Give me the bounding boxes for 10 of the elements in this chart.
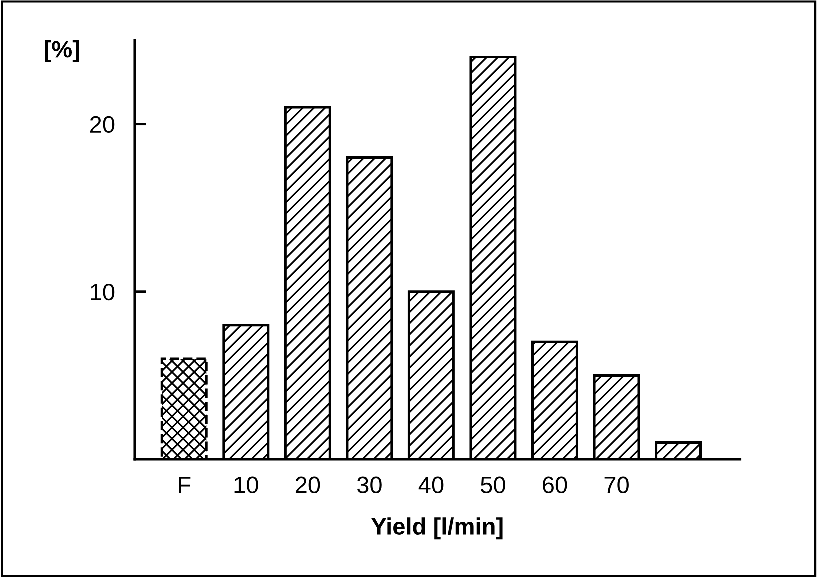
x-tick-label: 50 bbox=[481, 476, 506, 494]
x-tick-label: 20 bbox=[296, 476, 320, 494]
x-tick-label: 30 bbox=[357, 476, 382, 494]
x-tick-label: 60 bbox=[543, 476, 568, 494]
x-tick-label: 40 bbox=[418, 476, 444, 494]
x-axis-title: Yield [l/min] bbox=[372, 518, 503, 540]
x-tick-label: F bbox=[179, 477, 191, 494]
x-tick-label: 10 bbox=[234, 476, 258, 494]
y-axis-title: [%] bbox=[45, 40, 80, 62]
x-tick-label: 70 bbox=[604, 476, 629, 494]
